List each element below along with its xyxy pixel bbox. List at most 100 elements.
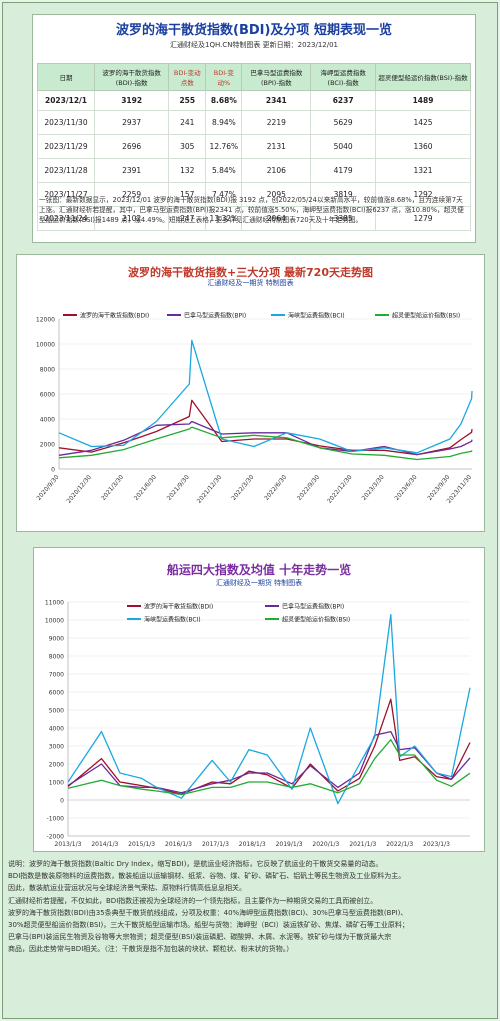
x-tick-label: 2023/1/3 <box>423 841 450 848</box>
y-tick-label: 5000 <box>49 708 64 715</box>
x-tick-label: 2021/1/3 <box>349 841 376 848</box>
footnote-line: 说明：波罗的海干散货指数(Baltic Dry Index，缩写BDI)，是航运… <box>8 860 383 868</box>
y-tick-label: 8000 <box>49 654 64 661</box>
x-tick-label: 2022/3/30 <box>230 474 255 502</box>
y-tick-label: 10000 <box>36 342 55 349</box>
explanation-footnote: 说明：波罗的海干散货指数(Baltic Dry Index，缩写BDI)，是航运… <box>8 858 492 956</box>
table-cell: 8.94% <box>205 110 243 135</box>
y-tick-label: -1000 <box>47 816 65 823</box>
series-line-bdi <box>58 399 473 456</box>
series-line-bsi <box>58 426 473 461</box>
y-tick-label: 6000 <box>49 690 64 697</box>
y-tick-label: 9000 <box>49 636 64 643</box>
table-cell: 2023/12/1 <box>37 90 95 111</box>
table-cell: 13.32% <box>205 206 243 231</box>
legend-label: 巴拿马型运费指数(BPI) <box>282 603 344 611</box>
table-cell: 247 <box>168 206 207 231</box>
y-tick-label: 4000 <box>49 726 64 733</box>
footnote-line: 因此，散装航运业营运状况与全球经济景气荣枯、原物料行情高低息息相关。 <box>8 884 246 893</box>
table-cell: 305 <box>168 134 207 159</box>
table-cell: 2023/11/29 <box>37 134 95 159</box>
col-date: 日期 <box>37 63 95 91</box>
table-cell: 4179 <box>310 158 376 183</box>
legend-label: 超灵便型船运价指数(BSI) <box>392 312 460 320</box>
series-line-bdi <box>67 698 471 795</box>
y-tick-label: 2000 <box>49 762 64 769</box>
chart2-svg: -2000 -1000 0 1000 2000 3000 4000 5000 6000 7000 8… <box>45 600 471 848</box>
legend-label: 超灵便型船运价指数(BSI) <box>282 616 350 624</box>
y-tick-label: 0 <box>51 467 55 474</box>
x-tick-label: 2015/1/3 <box>128 841 155 848</box>
x-tick-label: 2022/1/3 <box>386 841 413 848</box>
table-cell: 2023/11/24 <box>37 206 95 231</box>
footnote-line: 商品，因此走势常与BDI相关。（注：干散货是指不加包装的块状、颗粒状、粉末状的货… <box>8 945 294 954</box>
table-cell: 1425 <box>375 110 471 135</box>
table-note: 一张图：最新数据显示，2023/12/01 波罗的海干散货指数(BDI)报 31… <box>39 196 464 224</box>
table-cell: 5629 <box>310 110 376 135</box>
x-tick-label: 2020/12/30 <box>65 474 93 505</box>
table-row: 2023/11/24 2102 247 13.32% 2064 3385 1279 <box>37 206 471 231</box>
y-tick-label: 0 <box>60 798 64 805</box>
table-cell: 132 <box>168 158 207 183</box>
y-tick-label: 3000 <box>49 744 64 751</box>
table-cell: 157 <box>168 182 207 207</box>
table-cell: 2095 <box>241 182 312 207</box>
bdi-table: 日期 波罗的海干散货指数(BDI)-指数 BDI-变动点数 BDI-变动% 巴拿… <box>37 63 471 231</box>
y-tick-label: 2000 <box>40 442 55 449</box>
table-cell: 2937 <box>93 110 170 135</box>
x-tick-label: 2020/9/30 <box>35 474 60 502</box>
legend-label: 海峡型运费指数(BCI) <box>144 616 201 624</box>
legend-label: 波罗的海干散货指数(BDI) <box>144 603 213 611</box>
table-cell: 2391 <box>93 158 170 183</box>
footnote-line: 巴拿马(BPI)装运民生物资及谷物等大宗物资；超灵便型(BSI)装运磷肥、碳酸钾… <box>8 933 392 942</box>
table-row: 2023/11/29 2696 305 12.76% 2131 5040 1360 <box>37 134 471 159</box>
col-bci: 海岬型运费指数(BCI)-指数 <box>310 63 376 91</box>
col-bdi: 波罗的海干散货指数(BDI)-指数 <box>93 63 170 91</box>
chart1-svg: 0 2000 4000 6000 8000 10000 12000 2020/9/30 2020… <box>35 312 473 505</box>
table-header-row: 日期 波罗的海干散货指数(BDI)-指数 BDI-变动点数 BDI-变动% 巴拿… <box>37 63 471 91</box>
x-tick-label: 2021/3/30 <box>100 474 125 502</box>
legend-label: 海峡型运费指数(BCI) <box>288 312 345 320</box>
x-tick-label: 2013/1/3 <box>55 841 82 848</box>
col-bsi: 超灵便型船运价指数(BSI)-指数 <box>375 63 471 91</box>
y-tick-label: 7000 <box>49 672 64 679</box>
y-tick-label: 4000 <box>40 417 55 424</box>
chart1-subtitle: 汇通财经及一期货 特制图表 <box>207 279 294 287</box>
col-bpi: 巴拿马型运费指数(BPI)-指数 <box>241 63 312 91</box>
table-cell: 241 <box>168 110 207 135</box>
footnote-line: BDI指数是散装原物料的运费指数，散装船运以运输钢材、纸浆、谷物、煤、矿砂、磷矿… <box>8 872 406 881</box>
x-tick-label: 2016/1/3 <box>165 841 192 848</box>
table-cell: 2064 <box>241 206 312 231</box>
y-tick-label: 10000 <box>45 618 64 625</box>
x-tick-label: 2021/9/30 <box>166 474 191 502</box>
table-row: 2023/11/30 2937 241 8.94% 2219 5629 1425 <box>37 110 471 135</box>
y-tick-label: 12000 <box>36 317 55 324</box>
x-tick-label: 2018/1/3 <box>239 841 266 848</box>
series-line-bci <box>67 613 471 805</box>
series-line-bpi <box>67 730 471 794</box>
table-cell: 1360 <box>375 134 471 159</box>
y-tick-label: 8000 <box>40 367 55 374</box>
x-tick-label: 2022/9/30 <box>296 474 321 502</box>
table-cell: 1489 <box>375 90 471 111</box>
col-bdi-pct: BDI-变动% <box>205 63 243 91</box>
footnote-line: 30%超灵便型船运价指数(BSI)，三大干散货船型运输市场。船型与货物：海岬型（… <box>8 921 409 930</box>
legend-label: 波罗的海干散货指数(BDI) <box>80 312 149 320</box>
table-cell: 1279 <box>375 206 471 231</box>
y-tick-label: 1000 <box>49 780 64 787</box>
table-cell: 12.76% <box>205 134 243 159</box>
table-cell: 2023/11/28 <box>37 158 95 183</box>
x-tick-label: 2022/12/30 <box>326 474 354 505</box>
chart-ten-year: 船运四大指数及均值 十年走势一览 汇通财经及一期货 特制图表 -2000 -100… <box>33 547 485 852</box>
table-cell: 2696 <box>93 134 170 159</box>
footnote-line: 波罗的海干散货指数(BDI)由35条典型干散货航线组成，分项及权重：40%海岬型… <box>8 908 408 917</box>
legend: 波罗的海干散货指数(BDI) 巴拿马型运费指数(BPI) 海峡型运费指数(BCI) 超… <box>127 603 350 624</box>
table-title: 波罗的海干散货指数(BDI)及分项 短期表现一览 <box>116 23 392 38</box>
x-tick-label: 2017/1/3 <box>202 841 229 848</box>
table-cell: 2341 <box>241 90 312 111</box>
table-cell: 2023/11/30 <box>37 110 95 135</box>
chart2-subtitle: 汇通财经及一期货 特制图表 <box>215 579 303 587</box>
table-cell: 8.68% <box>205 90 243 111</box>
table-cell: 2219 <box>241 110 312 135</box>
table-cell: 6237 <box>310 90 376 111</box>
